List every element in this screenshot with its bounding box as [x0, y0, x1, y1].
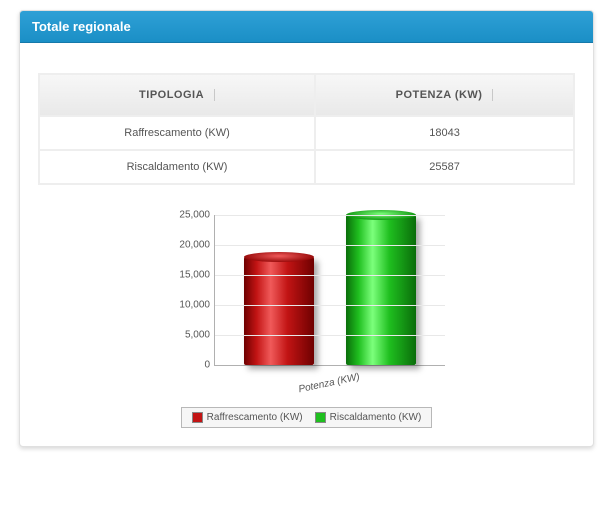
panel-title: Totale regionale — [20, 11, 593, 43]
chart-y-tick-label: 15,000 — [168, 270, 210, 281]
table-row: Raffrescamento (KW) 18043 — [39, 116, 574, 150]
table-header-label: TIPOLOGIA — [139, 89, 215, 101]
data-table: TIPOLOGIA POTENZA (KW) Raffrescamento (K… — [38, 73, 575, 185]
chart-gridline — [215, 335, 445, 336]
chart-bar-face — [346, 215, 416, 365]
chart-bar — [244, 257, 314, 365]
chart-y-tick-label: 10,000 — [168, 300, 210, 311]
legend-item: Riscaldamento (KW) — [315, 412, 422, 423]
panel-body: TIPOLOGIA POTENZA (KW) Raffrescamento (K… — [20, 43, 593, 446]
chart-gridline — [215, 275, 445, 276]
table-cell-tipologia: Raffrescamento (KW) — [39, 116, 315, 150]
chart-y-tick-label: 0 — [168, 360, 210, 371]
chart-bar-cap — [244, 252, 314, 262]
panel: Totale regionale TIPOLOGIA POTENZA (KW) … — [19, 10, 594, 447]
legend: Raffrescamento (KW) Riscaldamento (KW) — [38, 407, 575, 428]
chart-bars — [215, 215, 445, 365]
chart-bar — [346, 215, 416, 365]
chart-y-axis: 05,00010,00015,00020,00025,000 — [168, 215, 214, 365]
chart: 05,00010,00015,00020,00025,000 Potenza (… — [38, 215, 575, 389]
chart-box: 05,00010,00015,00020,00025,000 — [168, 215, 445, 366]
table-header-tipologia[interactable]: TIPOLOGIA — [39, 74, 315, 116]
legend-item: Raffrescamento (KW) — [192, 412, 303, 423]
table-cell-potenza: 25587 — [315, 150, 574, 184]
chart-gridline — [215, 305, 445, 306]
chart-y-tick-label: 25,000 — [168, 210, 210, 221]
legend-label: Raffrescamento (KW) — [207, 412, 303, 423]
table-cell-tipologia: Riscaldamento (KW) — [39, 150, 315, 184]
chart-plot-area — [214, 215, 445, 366]
legend-box: Raffrescamento (KW) Riscaldamento (KW) — [181, 407, 433, 428]
legend-swatch — [315, 412, 326, 423]
chart-x-axis-label: Potenza (KW) — [297, 372, 360, 396]
legend-swatch — [192, 412, 203, 423]
table-cell-potenza: 18043 — [315, 116, 574, 150]
table-row: Riscaldamento (KW) 25587 — [39, 150, 574, 184]
chart-x-axis: Potenza (KW) — [214, 368, 444, 389]
chart-y-tick-label: 5,000 — [168, 330, 210, 341]
table-header-row: TIPOLOGIA POTENZA (KW) — [39, 74, 574, 116]
legend-label: Riscaldamento (KW) — [330, 412, 422, 423]
chart-bar-face — [244, 257, 314, 365]
chart-gridline — [215, 245, 445, 246]
chart-y-tick-label: 20,000 — [168, 240, 210, 251]
table-header-label: POTENZA (KW) — [396, 89, 494, 101]
chart-gridline — [215, 215, 445, 216]
table-header-potenza[interactable]: POTENZA (KW) — [315, 74, 574, 116]
